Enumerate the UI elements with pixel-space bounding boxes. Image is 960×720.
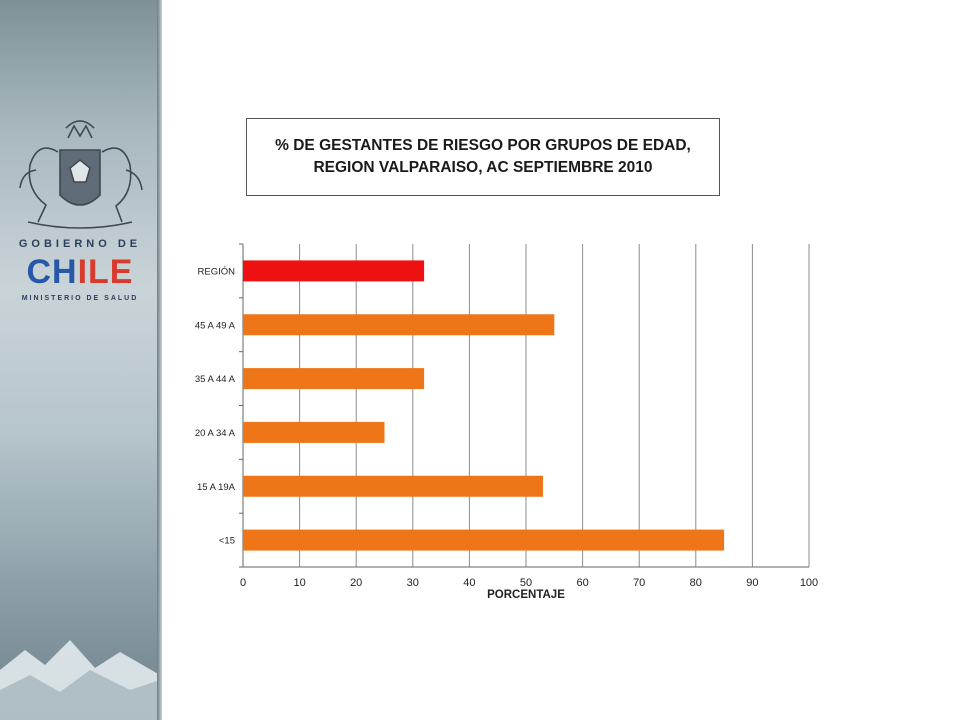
logo-top-text: GOBIERNO DE (18, 238, 142, 250)
x-tick-label: 10 (293, 577, 305, 589)
x-tick-label: 30 (407, 577, 419, 589)
category-label: 35 A 44 A (195, 374, 236, 385)
chart-title-line-1: % DE GESTANTES DE RIESGO POR GRUPOS DE E… (275, 137, 691, 154)
bar (243, 475, 543, 497)
logo-brand-a: CH (26, 253, 78, 291)
mountain-graphic (0, 640, 160, 720)
bar (243, 421, 385, 443)
bar (243, 314, 555, 336)
logo-brand-b: ILE (77, 253, 134, 291)
coat-of-arms-icon (19, 120, 143, 229)
category-label: 45 A 49 A (195, 320, 236, 331)
category-label: <15 (219, 536, 235, 547)
bar (243, 260, 425, 282)
chart-title-box: % DE GESTANTES DE RIESGO POR GRUPOS DE E… (246, 118, 720, 196)
logo-bottom-text: MINISTERIO DE SALUD (21, 295, 139, 302)
x-tick-label: 50 (520, 577, 532, 589)
bar (243, 368, 425, 390)
chile-logo: CHILE (0, 254, 160, 290)
x-tick-label: 100 (800, 577, 818, 589)
sidebar-edge (157, 0, 162, 720)
x-tick-label: 70 (633, 577, 645, 589)
x-axis-label: PORCENTAJE (487, 589, 565, 601)
x-tick-label: 0 (240, 577, 246, 589)
x-tick-label: 60 (576, 577, 588, 589)
category-label: REGIÓN (198, 266, 236, 277)
category-label: 15 A 19A (197, 482, 236, 493)
sidebar-panel: GOBIERNO DE CHILE MINISTERIO DE SALUD (0, 0, 160, 720)
x-tick-label: 90 (746, 577, 758, 589)
x-tick-label: 80 (690, 577, 702, 589)
category-label: 20 A 34 A (195, 428, 236, 439)
bar (243, 529, 725, 551)
chart-title-line-2: REGION VALPARAISO, AC SEPTIEMBRE 2010 (313, 159, 653, 176)
x-tick-label: 40 (463, 577, 475, 589)
x-tick-label: 20 (350, 577, 362, 589)
